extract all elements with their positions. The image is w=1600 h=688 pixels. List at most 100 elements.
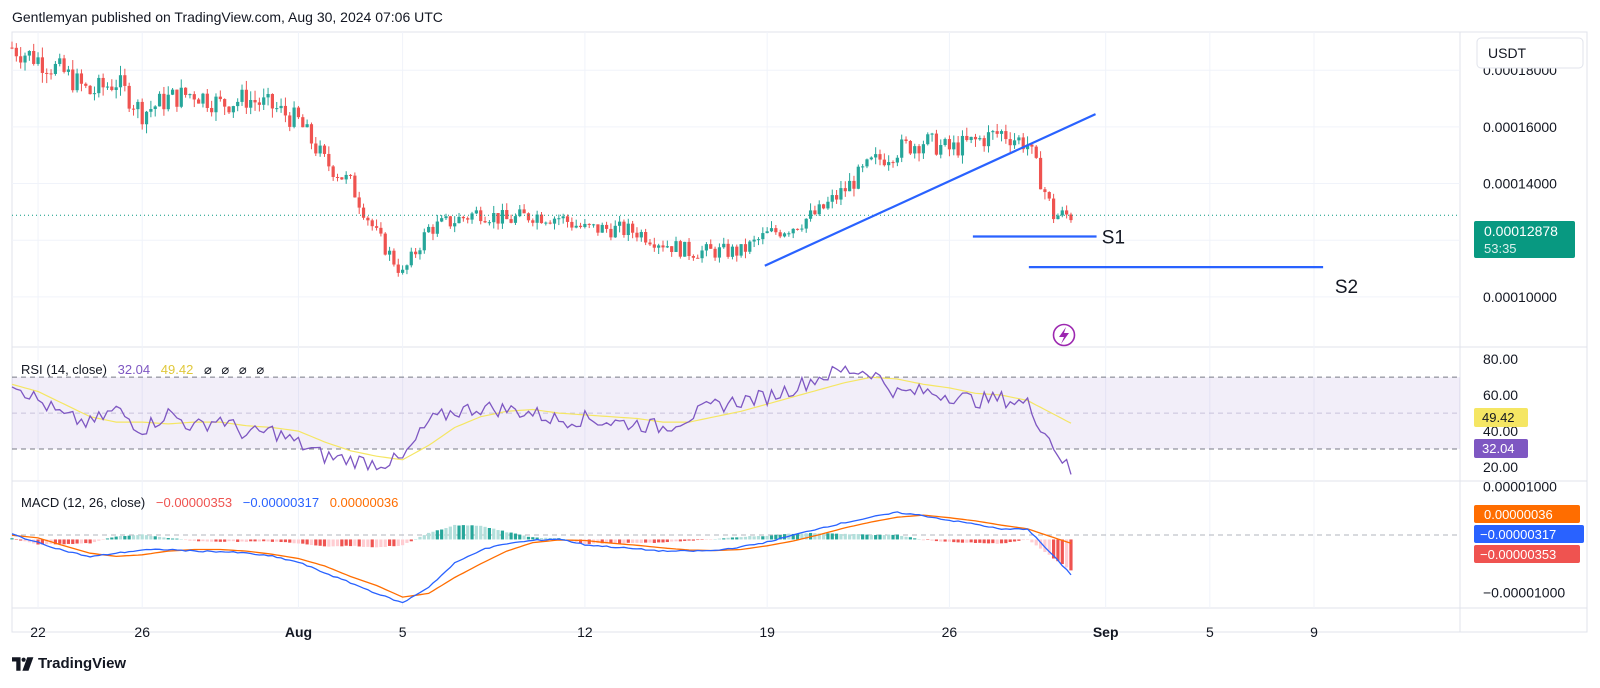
candle-body — [921, 144, 925, 154]
candle-body — [574, 225, 578, 228]
macd-histogram-bar — [331, 539, 335, 547]
candle-body — [36, 57, 40, 64]
candle-body — [544, 222, 548, 224]
candle-body — [596, 224, 600, 233]
candle-body — [292, 107, 296, 127]
candle-body — [952, 142, 956, 150]
macd-histogram-bar — [435, 530, 439, 540]
candle-body — [817, 204, 821, 215]
macd-histogram-bar — [114, 536, 118, 540]
macd-histogram-bar — [188, 539, 192, 541]
macd-histogram-bar — [778, 535, 782, 540]
candle-body — [344, 174, 348, 180]
lightning-icon[interactable] — [1052, 323, 1076, 347]
macd-histogram-bar — [97, 539, 101, 541]
macd-histogram-bar — [483, 526, 487, 540]
macd-legend[interactable]: MACD (12, 26, close) −0.00000353 −0.0000… — [21, 495, 398, 510]
candle-body — [309, 124, 314, 144]
macd-histogram-bar — [240, 539, 244, 542]
rsi-na-4: ⌀ — [256, 362, 264, 377]
macd-histogram-bar — [105, 538, 110, 540]
macd-histogram-bar — [544, 537, 548, 540]
macd-histogram-bar — [999, 539, 1004, 544]
candle-body — [739, 244, 743, 256]
macd-histogram-bar — [539, 538, 544, 540]
candle-body — [170, 89, 175, 95]
candle-body — [236, 101, 240, 107]
candle-body — [327, 153, 331, 167]
macd-histogram-bar — [930, 539, 934, 541]
candle-body — [283, 105, 288, 116]
macd-histogram-bar — [505, 532, 509, 540]
candle-body — [53, 63, 57, 74]
macd-histogram-bar — [10, 538, 14, 540]
macd-title: MACD (12, 26, close) — [21, 495, 145, 510]
candle-body — [691, 256, 695, 258]
candle-body — [913, 146, 917, 154]
last-price-label: 0.00012878 53:35 — [1474, 221, 1575, 258]
candle-body — [631, 223, 635, 233]
macd-histogram-bar — [509, 532, 513, 540]
macd-histogram-bar — [609, 539, 613, 544]
candle-body — [474, 210, 478, 214]
macd-histogram-bar — [149, 535, 153, 540]
macd-histogram-bar — [665, 539, 669, 543]
macd-histogram-bar — [144, 535, 149, 540]
candle-body — [1004, 131, 1008, 140]
candle-body — [956, 142, 960, 156]
rsi-series — [11, 365, 1072, 475]
macd-histogram-label: −0.00000353 — [1474, 545, 1580, 563]
candle-body — [856, 166, 860, 189]
candle-body — [348, 174, 353, 176]
macd-histogram-bar — [791, 533, 795, 540]
macd-histogram-bar — [466, 525, 470, 540]
macd-histogram-bar — [431, 531, 435, 540]
macd-histogram-bar — [66, 539, 71, 544]
macd-histogram-bar — [327, 539, 331, 547]
candle-body — [23, 55, 27, 63]
candle-body — [674, 241, 678, 252]
candle-body — [626, 223, 630, 236]
candle-body — [444, 216, 448, 219]
candle-body — [947, 139, 952, 150]
footer-brand[interactable]: TradingView — [12, 655, 126, 672]
macd-histogram-bar — [170, 538, 175, 540]
candle-body — [526, 213, 531, 221]
rsi-ma-value: 49.42 — [161, 362, 194, 377]
macd-axis: 0.00001000 −0.00001000 — [1483, 479, 1565, 601]
candle-body — [431, 226, 435, 234]
rsi-legend[interactable]: RSI (14, close) 32.04 49.42 ⌀ ⌀ ⌀ ⌀ — [21, 362, 264, 377]
price-tick-label: 0.00016000 — [1483, 119, 1557, 135]
macd-histogram-bar — [709, 539, 713, 541]
support-levels[interactable]: S1 S2 — [972, 228, 1358, 299]
price-tick-label: 0.00014000 — [1483, 176, 1557, 192]
candle-body — [765, 231, 769, 234]
macd-histogram-bar — [457, 525, 461, 540]
macd-histogram-bar — [1052, 539, 1056, 559]
macd-histogram-bar — [761, 536, 765, 540]
currency-button[interactable]: USDT — [1476, 37, 1584, 69]
rsi-axis: 80.00 60.00 40.00 20.00 — [1483, 351, 1518, 475]
macd-histogram-bar — [314, 539, 318, 546]
candle-body — [401, 269, 405, 273]
macd-histogram-bar — [387, 539, 392, 546]
candle-body — [227, 106, 231, 113]
candle-body — [804, 218, 808, 229]
trendline-drawing[interactable] — [764, 113, 1096, 267]
candle-body — [396, 264, 400, 273]
candle-body — [153, 106, 157, 110]
macd-histogram-bar — [739, 537, 743, 540]
macd-histogram-bar — [526, 536, 531, 540]
rsi-na-1: ⌀ — [204, 362, 212, 377]
macd-histogram-bar — [162, 537, 166, 540]
candle-body — [613, 225, 617, 238]
macd-histogram-bar — [900, 535, 904, 540]
candle-body — [166, 94, 170, 110]
macd-histogram-bar — [101, 539, 105, 540]
macd-histogram-bar — [361, 539, 366, 547]
candle-body — [826, 201, 830, 209]
macd-histogram-bar — [236, 539, 240, 542]
time-tick-label: 5 — [399, 624, 407, 640]
candle-body — [548, 222, 552, 224]
